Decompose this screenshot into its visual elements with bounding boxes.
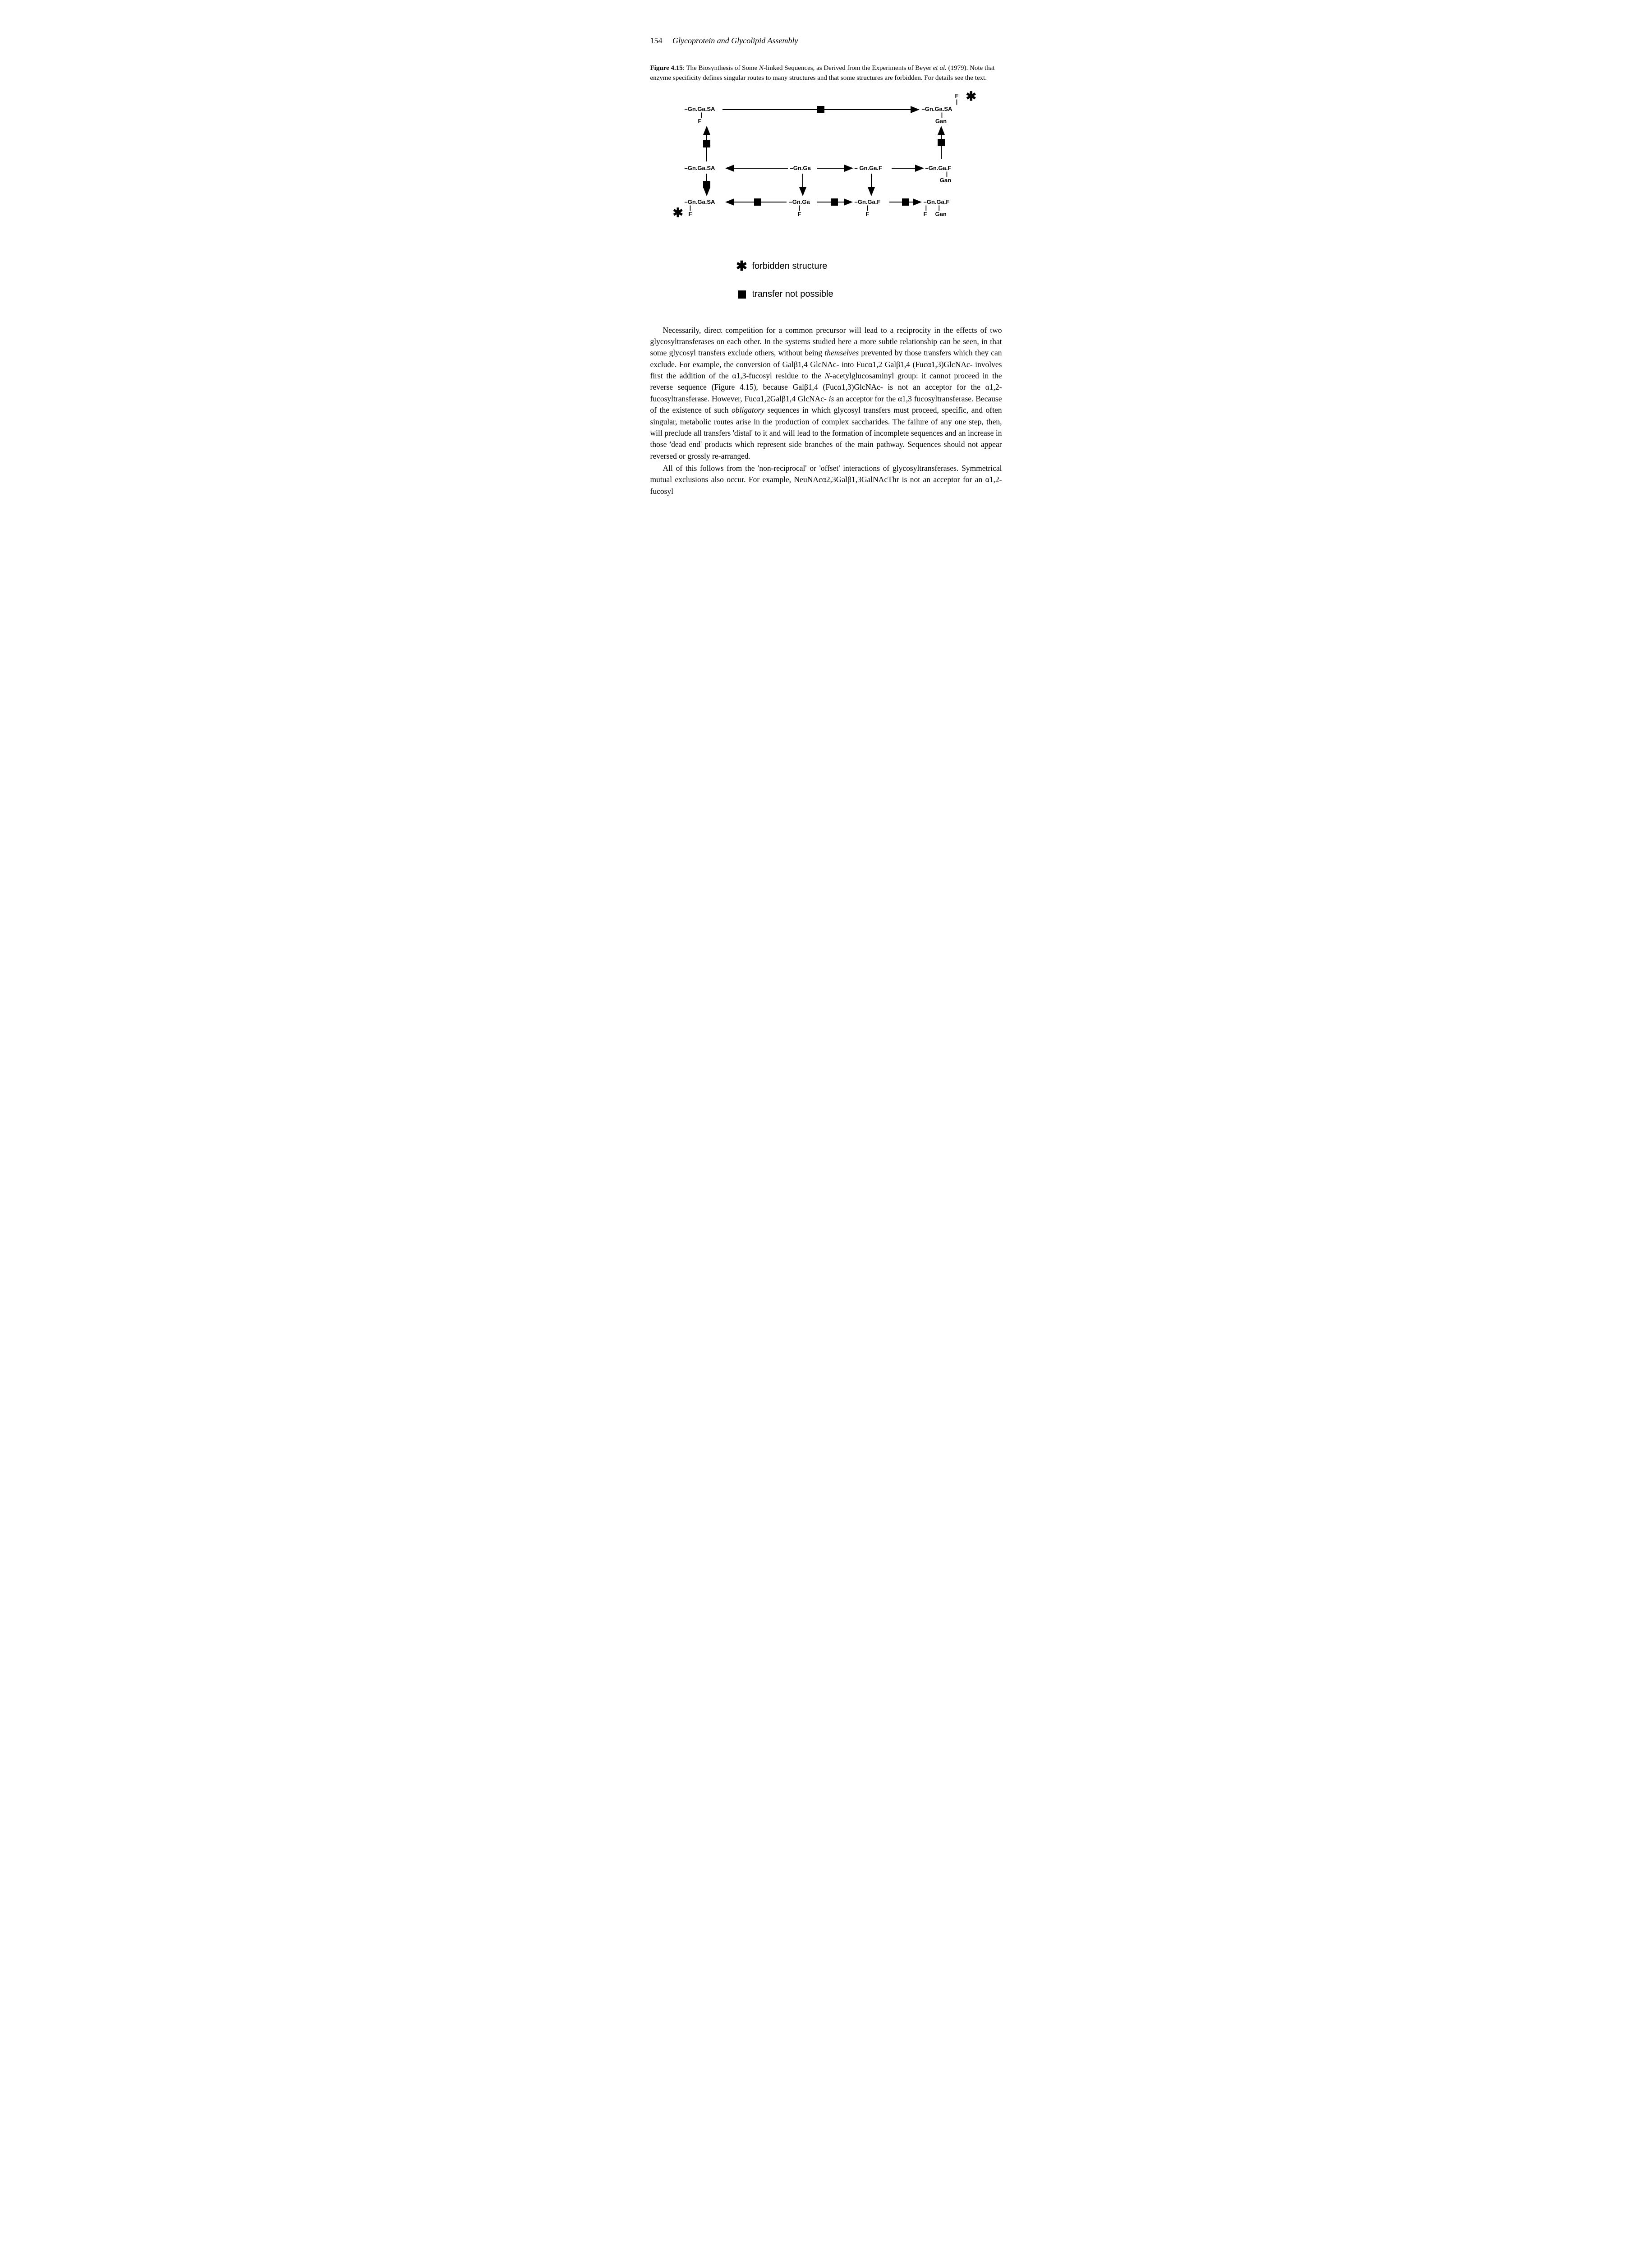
diagram-node: –Gn.Ga.SA | F bbox=[685, 106, 715, 124]
node-label: –Gn.Ga.SA bbox=[685, 106, 715, 112]
star-icon: ✱ bbox=[732, 258, 752, 274]
text-italic: is bbox=[829, 394, 834, 403]
block-icon bbox=[732, 287, 752, 302]
node-sub: F bbox=[855, 211, 881, 217]
text-run: All of this follows from the 'non-recipr… bbox=[650, 464, 1002, 496]
legend-label: forbidden structure bbox=[752, 261, 828, 272]
legend-row: transfer not possible bbox=[732, 287, 921, 302]
body-text: Necessarily, direct competition for a co… bbox=[650, 325, 1002, 497]
block-icon bbox=[938, 139, 945, 146]
node-label: – Gn.Ga.F bbox=[855, 165, 882, 171]
paragraph: Necessarily, direct competition for a co… bbox=[650, 325, 1002, 462]
node-sub: F bbox=[685, 118, 715, 124]
block-icon bbox=[817, 106, 824, 113]
block-icon bbox=[703, 181, 710, 188]
caption-text: -linked Sequences, as Derived from the E… bbox=[764, 64, 933, 72]
paragraph: All of this follows from the 'non-recipr… bbox=[650, 463, 1002, 497]
node-sub: Gan bbox=[930, 118, 953, 124]
diagram-node: –Gn.Ga.F | F bbox=[855, 199, 881, 217]
running-title: Glycoprotein and Glycolipid Assembly bbox=[672, 36, 798, 45]
text-italic: themselves bbox=[824, 348, 859, 357]
node-label: –Gn.Ga.SA bbox=[685, 165, 715, 171]
diagram-node: –Gn.Ga | F bbox=[789, 199, 810, 217]
diagram-node: –Gn.Ga bbox=[790, 165, 811, 171]
figure-caption: Figure 4.15: The Biosynthesis of Some N-… bbox=[650, 64, 1002, 83]
diagram-node: –Gn.Ga.F | | F Gan bbox=[924, 199, 950, 217]
diagram-legend: ✱ forbidden structure transfer not possi… bbox=[732, 258, 921, 302]
block-icon bbox=[902, 198, 909, 206]
node-sub: F bbox=[955, 92, 959, 99]
caption-italic: N bbox=[759, 64, 764, 72]
diagram-node: F| bbox=[955, 93, 959, 105]
node-sub: F bbox=[789, 211, 810, 217]
node-sub: Gan bbox=[935, 211, 947, 217]
block-icon bbox=[703, 140, 710, 147]
legend-row: ✱ forbidden structure bbox=[732, 258, 921, 274]
page-header: 154 Glycoprotein and Glycolipid Assembly bbox=[650, 36, 1002, 46]
page-number: 154 bbox=[650, 36, 663, 45]
block-icon bbox=[831, 198, 838, 206]
star-icon: ✱ bbox=[966, 89, 976, 104]
node-sub: Gan bbox=[940, 177, 952, 184]
node-sub: F bbox=[924, 211, 927, 217]
text-italic: N bbox=[825, 371, 830, 380]
node-sub: F bbox=[666, 211, 715, 217]
block-icon bbox=[754, 198, 761, 206]
biosynthesis-diagram: ✱ ✱ –Gn.Ga.SA | F F| –Gn.Ga.SA | Gan –Gn… bbox=[668, 92, 984, 236]
figure-label: Figure 4.15 bbox=[650, 64, 683, 72]
text-italic: obligatory bbox=[732, 405, 764, 414]
node-label: –Gn.Ga bbox=[790, 165, 811, 171]
diagram-node: – Gn.Ga.F bbox=[855, 165, 882, 171]
diagram-node: –Gn.Ga.SA | Gan bbox=[922, 106, 953, 124]
node-label: –Gn.Ga.SA bbox=[922, 106, 953, 112]
caption-text: : The Biosynthesis of Some bbox=[683, 64, 759, 72]
caption-italic: et al. bbox=[933, 64, 947, 72]
diagram-node: –Gn.Ga.F | Gan bbox=[925, 165, 952, 184]
legend-label: transfer not possible bbox=[752, 289, 833, 299]
diagram-node: –Gn.Ga.SA bbox=[685, 165, 715, 171]
node-label: –Gn.Ga.SA bbox=[685, 198, 715, 205]
diagram-node: –Gn.Ga.SA | F bbox=[685, 199, 715, 217]
